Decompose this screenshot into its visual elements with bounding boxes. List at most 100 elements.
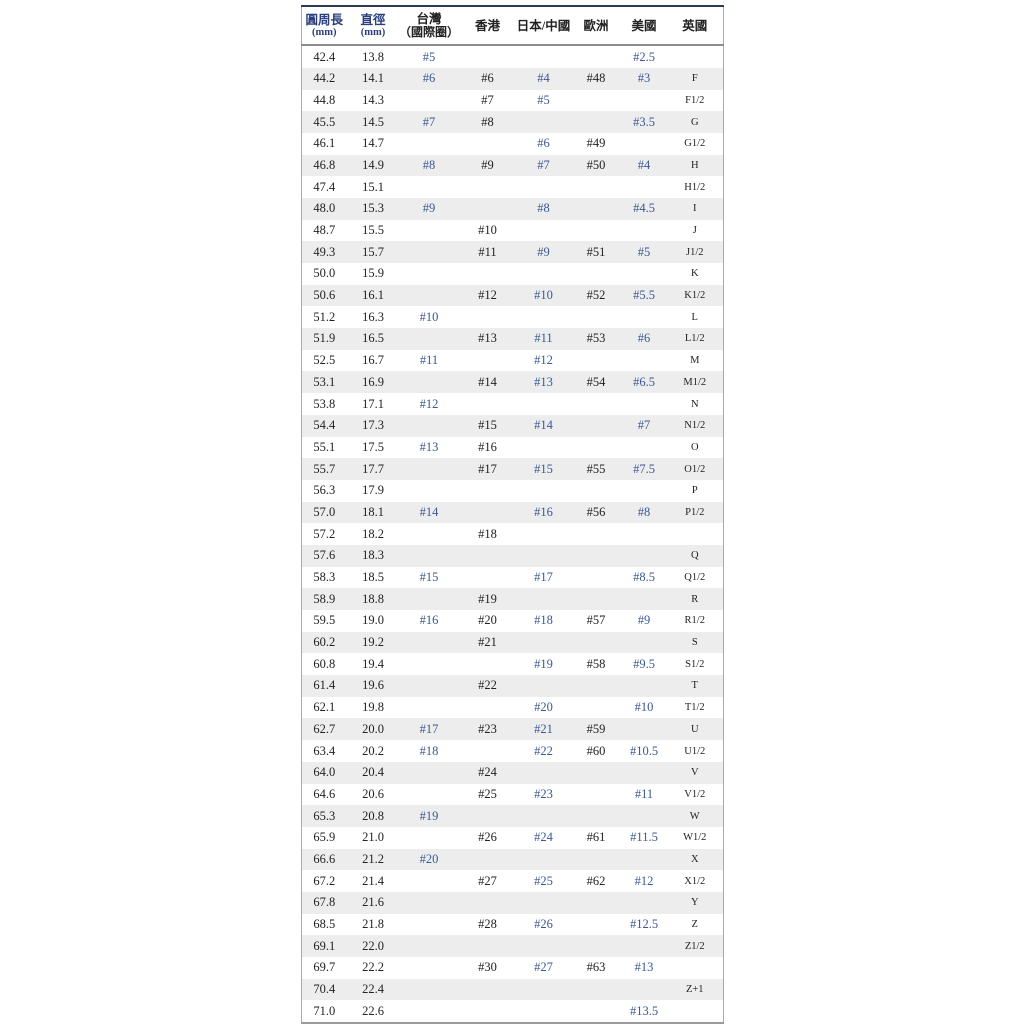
cell-japan-china: #24 (534, 830, 553, 845)
cell-europe: #49 (586, 136, 606, 151)
cell-europe: #61 (586, 830, 606, 845)
column-header-circumference-mm: 圓周長 (mm) (301, 6, 347, 47)
cell-taiwan (399, 935, 459, 957)
cell-us (621, 480, 667, 502)
cell-europe (571, 350, 621, 372)
table-row: 65.3 20.8 #19 W (301, 805, 723, 827)
cell-diameter-mm: 18.2 (362, 526, 384, 541)
cell-circumference-mm: 51.2 (313, 309, 336, 324)
cell-taiwan: #18 (419, 743, 439, 758)
table-row: 67.8 21.6 Y (301, 891, 723, 914)
cell-uk: L1/2 (684, 333, 705, 345)
cell-circumference-mm: 51.9 (313, 331, 336, 346)
cell-europe (571, 588, 621, 610)
cell-japan-china (516, 805, 571, 827)
cell-hongkong (459, 653, 516, 675)
cell-japan-china (516, 762, 571, 784)
cell-us (621, 935, 667, 957)
cell-taiwan (399, 914, 459, 936)
cell-circumference-mm: 64.6 (313, 786, 336, 801)
column-header-label: 直徑 (360, 12, 386, 27)
cell-taiwan (399, 762, 459, 784)
cell-europe: #57 (586, 613, 606, 628)
table-row: 44.2 14.1 #6 #6 #4 #48 #3 F (301, 67, 723, 90)
cell-japan-china: #23 (534, 786, 553, 801)
cell-taiwan (399, 653, 459, 675)
cell-japan-china (516, 892, 571, 914)
table-body: 42.4 13.8 #5 #2.5 44.2 14.1 #6 #6 #4 #48 #3 F 44.8 14… (301, 45, 723, 1024)
table-row: 64.6 20.6 #25 #23 #11 V1/2 (301, 783, 723, 806)
cell-diameter-mm: 14.5 (362, 114, 384, 129)
cell-diameter-mm: 18.8 (362, 591, 384, 606)
cell-us (621, 90, 667, 112)
cell-diameter-mm: 18.1 (362, 504, 384, 519)
cell-uk: N1/2 (684, 420, 706, 432)
cell-circumference-mm: 50.0 (313, 266, 336, 281)
cell-japan-china: #16 (534, 504, 553, 519)
table-row: 54.4 17.3 #15 #14 #7 N1/2 (301, 414, 723, 437)
cell-circumference-mm: 53.1 (313, 374, 336, 389)
cell-diameter-mm: 15.1 (362, 179, 384, 194)
cell-europe (571, 805, 621, 827)
cell-circumference-mm: 71.0 (313, 1003, 336, 1018)
cell-hongkong: #21 (478, 635, 497, 650)
cell-taiwan: #7 (422, 114, 436, 129)
cell-europe (571, 914, 621, 936)
cell-uk: T (691, 680, 698, 692)
column-header-subtitle: (mm) (360, 27, 386, 39)
cell-diameter-mm: 16.7 (362, 353, 384, 368)
cell-europe: #54 (586, 374, 606, 389)
cell-hongkong: #13 (478, 331, 497, 346)
cell-diameter-mm: 21.8 (362, 917, 384, 932)
cell-diameter-mm: 14.7 (362, 136, 384, 151)
table-row: 69.7 22.2 #30 #27 #63 #13 (301, 957, 723, 979)
cell-diameter-mm: 21.6 (362, 895, 384, 910)
cell-uk: J1/2 (685, 246, 704, 258)
cell-uk: F1/2 (685, 94, 705, 106)
column-header-subtitle: （國際圈） (399, 25, 460, 40)
cell-taiwan (399, 90, 459, 112)
cell-us (621, 133, 667, 155)
cell-japan-china: #13 (534, 374, 553, 389)
cell-japan-china: #25 (534, 873, 553, 888)
cell-taiwan (399, 892, 459, 914)
cell-europe: #59 (586, 721, 606, 736)
cell-us: #11.5 (630, 830, 658, 845)
cell-diameter-mm: 16.1 (362, 288, 384, 303)
cell-hongkong (459, 849, 516, 871)
cell-europe (571, 90, 621, 112)
cell-taiwan (399, 870, 459, 892)
table-row: 67.2 21.4 #27 #25 #62 #12 X1/2 (301, 870, 723, 892)
cell-japan-china (516, 545, 571, 567)
cell-circumference-mm: 46.1 (313, 136, 336, 151)
cell-europe (571, 675, 621, 697)
cell-europe: #52 (586, 288, 606, 303)
cell-hongkong: #25 (478, 786, 497, 801)
cell-taiwan (399, 458, 459, 480)
cell-hongkong: #18 (478, 526, 497, 541)
cell-diameter-mm: 20.0 (362, 721, 384, 736)
cell-diameter-mm: 20.6 (362, 786, 384, 801)
cell-circumference-mm: 55.7 (313, 461, 336, 476)
table-row: 56.3 17.9 P (301, 479, 723, 502)
cell-uk: R1/2 (684, 615, 705, 627)
cell-us (621, 805, 667, 827)
cell-circumference-mm: 59.5 (313, 613, 336, 628)
cell-europe: #53 (586, 331, 606, 346)
cell-japan-china: #15 (534, 461, 553, 476)
cell-taiwan: #16 (419, 613, 439, 628)
cell-europe (571, 892, 621, 914)
cell-diameter-mm: 20.8 (362, 808, 384, 823)
cell-europe (571, 523, 621, 545)
cell-hongkong: #12 (478, 288, 497, 303)
table-row: 48.0 15.3 #9 #8 #4.5 I (301, 197, 723, 220)
cell-us (621, 979, 667, 1001)
cell-uk (667, 1000, 723, 1023)
cell-taiwan (399, 176, 459, 198)
cell-diameter-mm: 21.4 (362, 873, 384, 888)
cell-europe (571, 1000, 621, 1023)
cell-hongkong (459, 567, 516, 589)
cell-circumference-mm: 56.3 (313, 483, 336, 498)
cell-uk: S (691, 637, 698, 649)
cell-japan-china: #6 (537, 136, 550, 151)
